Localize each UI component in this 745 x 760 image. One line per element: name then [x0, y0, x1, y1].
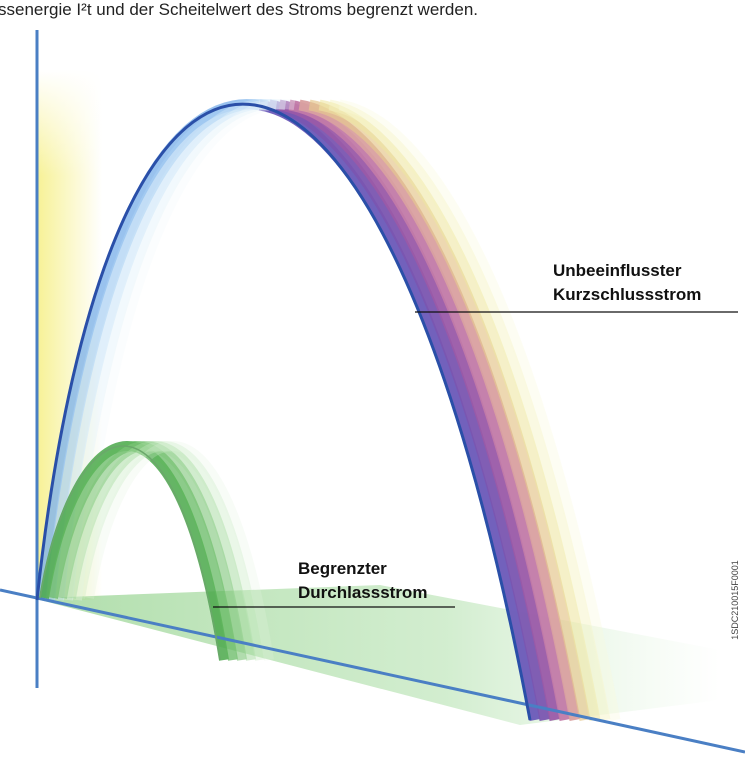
ribbon-stroke: [57, 441, 247, 661]
ribbon-stroke: [268, 99, 551, 722]
ribbon-stroke: [54, 99, 278, 601]
bands: [36, 99, 621, 722]
label-line: Unbeeinflusster: [553, 261, 682, 280]
ribbon-stroke: [298, 99, 581, 722]
floor-shadow: [40, 585, 720, 725]
ribbon-stroke: [318, 99, 601, 722]
label-line: Begrenzter: [298, 559, 387, 578]
ribbon-stroke: [288, 99, 571, 722]
header-text: ssenergie I²t und der Scheitelwert des S…: [0, 0, 478, 19]
figure-code: 1SDC210015F0001: [730, 560, 740, 640]
let-through-curve: [39, 445, 221, 661]
label-line: Kurzschlussstrom: [553, 285, 701, 304]
ribbon-stroke: [75, 441, 265, 661]
ribbon-stroke: [66, 441, 256, 661]
ribbon-stroke: [278, 99, 561, 722]
ribbon-stroke: [338, 99, 621, 722]
ribbon-stroke: [328, 99, 611, 722]
ribbon-stroke: [258, 99, 541, 722]
label-line: Durchlassstrom: [298, 583, 427, 602]
ribbon-stroke: [84, 441, 274, 661]
x-axis: [0, 588, 745, 754]
short-circuit-curve: [35, 102, 532, 721]
ribbon-stroke: [308, 99, 591, 722]
